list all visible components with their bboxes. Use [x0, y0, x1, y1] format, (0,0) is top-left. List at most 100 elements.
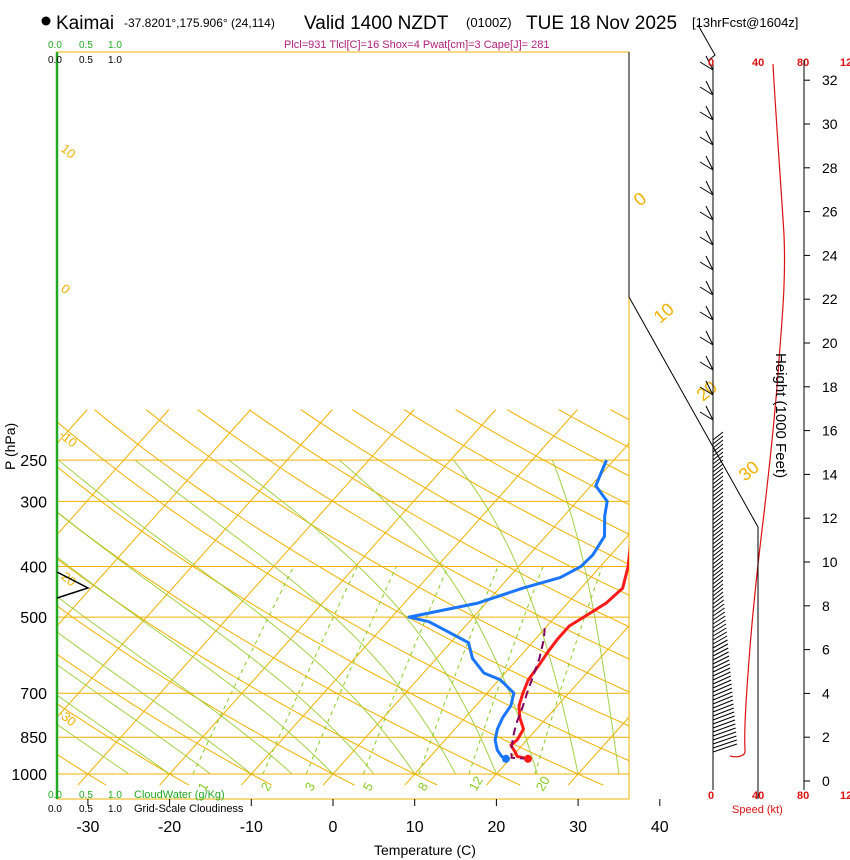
station-dot-icon — [41, 16, 51, 26]
height-tick-20: 20 — [822, 335, 838, 351]
dry-adiabat-line — [57, 605, 355, 786]
pressure-tick-300: 300 — [20, 494, 47, 511]
cloud-bot-1: 1.0 — [108, 790, 122, 801]
valid-time: Valid 1400 NZDT — [304, 13, 449, 34]
height-tick-24: 24 — [822, 247, 838, 263]
height-tick-28: 28 — [822, 160, 838, 176]
mixing-ratio-label: 5 — [360, 780, 377, 794]
dry-adiabat-line — [248, 409, 629, 628]
isotherm-line — [404, 533, 629, 786]
speed-top-80: 80 — [797, 57, 809, 69]
moist-adiabat-line — [57, 511, 375, 775]
moist-adiabat-line — [57, 694, 170, 775]
isotherm-line — [77, 409, 415, 786]
temp-tick-30: 30 — [569, 819, 587, 836]
moist-adiabats — [57, 459, 660, 775]
dry-adiabat-label: 10 — [58, 141, 79, 162]
speed-bot-80: 80 — [797, 790, 809, 802]
moist-adiabat-line — [57, 663, 211, 775]
moist-adiabat-line — [228, 459, 497, 775]
frame-connector — [628, 52, 759, 799]
moist-adiabat-line — [58, 459, 416, 775]
mixing-ratio-line — [305, 566, 397, 775]
pressure-tick-250: 250 — [20, 453, 47, 470]
isotherm-line — [159, 409, 497, 786]
cloud-top-1: 1.0 — [108, 40, 122, 51]
dry-adiabat-line — [57, 653, 272, 786]
mixing-ratio-line — [468, 566, 544, 775]
cloud-top-05: 0.5 — [79, 40, 93, 51]
mixing-ratio-label: 12 — [466, 773, 486, 793]
pressure-axis-label: P (hPa) — [2, 423, 18, 470]
height-tick-12: 12 — [822, 510, 838, 526]
temp-tick-0: 0 — [329, 819, 338, 836]
height-tick-4: 4 — [822, 685, 830, 701]
isotherm-line — [241, 409, 578, 786]
dry-adiabat-line — [403, 409, 629, 535]
height-tick-18: 18 — [822, 379, 838, 395]
cloud-water-label: CloudWater (g/Kg) — [134, 789, 225, 801]
cloud2-bot-05: 0.5 — [79, 804, 93, 815]
wind-barb-set — [699, 55, 738, 753]
height-tick-2: 2 — [822, 729, 830, 745]
moist-adiabat-line — [453, 459, 579, 775]
utc-time: (0100Z) — [466, 15, 512, 30]
pressure-tick-700: 700 — [20, 686, 47, 703]
speed-bot-120: 12 — [840, 790, 850, 802]
mixing-ratio-line — [262, 566, 358, 775]
sounding-series — [407, 459, 629, 763]
surface-dewpoint-marker — [501, 754, 510, 763]
speed-top-0: 0 — [708, 57, 714, 69]
cloud2-bot-1: 1.0 — [108, 804, 122, 815]
temperature-axis-label: Temperature (C) — [374, 842, 476, 858]
dry-adiabat-line — [352, 409, 629, 565]
mixing-ratio-line — [534, 566, 603, 775]
cloudiness-label: Grid-Scale Cloudiness — [134, 803, 244, 815]
valid-date: TUE 18 Nov 2025 — [526, 13, 677, 34]
pressure-tick-1000: 1000 — [11, 767, 47, 784]
isotherm-label-30: 30 — [735, 457, 763, 485]
height-tick-8: 8 — [822, 598, 830, 614]
dry-adiabat-line — [300, 409, 629, 596]
temp-tick-20: 20 — [488, 819, 506, 836]
isotherm-label-0: 0 — [630, 188, 651, 210]
wind-speed-profile — [729, 63, 786, 758]
moist-adiabat-line — [632, 460, 660, 774]
mixing-ratio-lines — [192, 566, 603, 775]
isotherm-line — [567, 716, 629, 786]
station-coords: -37.8201°,175.906° (24,114) — [124, 16, 275, 30]
cloud2-top-0: 0.0 — [48, 55, 62, 66]
temp-tick-10: 10 — [406, 819, 424, 836]
temp-tick--30: -30 — [76, 819, 99, 836]
temperature-line — [509, 544, 629, 761]
wind-barbs — [697, 24, 738, 753]
wind-barb-top — [697, 24, 716, 61]
cloud2-bot-0: 0.0 — [48, 804, 62, 815]
dry-adiabat-line — [94, 409, 629, 727]
temp-tick--10: -10 — [240, 819, 263, 836]
mixing-ratio-label: 3 — [302, 780, 319, 794]
temp-tick-40: 40 — [651, 819, 669, 836]
moist-adiabat-line — [134, 459, 457, 775]
isobars — [57, 459, 629, 775]
speed-axis-label: Speed (kt) — [732, 804, 783, 816]
speed-top-40: 40 — [752, 57, 764, 69]
speed-bot-0: 0 — [708, 790, 714, 802]
mixing-ratio-line — [362, 566, 449, 775]
moist-adiabat-line — [57, 631, 252, 775]
parcel-line — [510, 625, 546, 760]
isotherm-line — [57, 409, 170, 536]
moist-adiabat-line — [338, 459, 538, 775]
pressure-tick-850: 850 — [20, 730, 47, 747]
height-tick-0: 0 — [822, 773, 830, 789]
height-tick-26: 26 — [822, 204, 838, 220]
dry-adiabat-line — [610, 409, 629, 421]
pressure-tick-400: 400 — [20, 560, 47, 577]
dewpoint-line — [407, 459, 609, 761]
mixing-ratio-label: 20 — [533, 773, 553, 793]
dry-adiabat-line — [197, 409, 629, 660]
cloud-bot-05: 0.5 — [79, 790, 93, 801]
height-tick-22: 22 — [822, 291, 838, 307]
